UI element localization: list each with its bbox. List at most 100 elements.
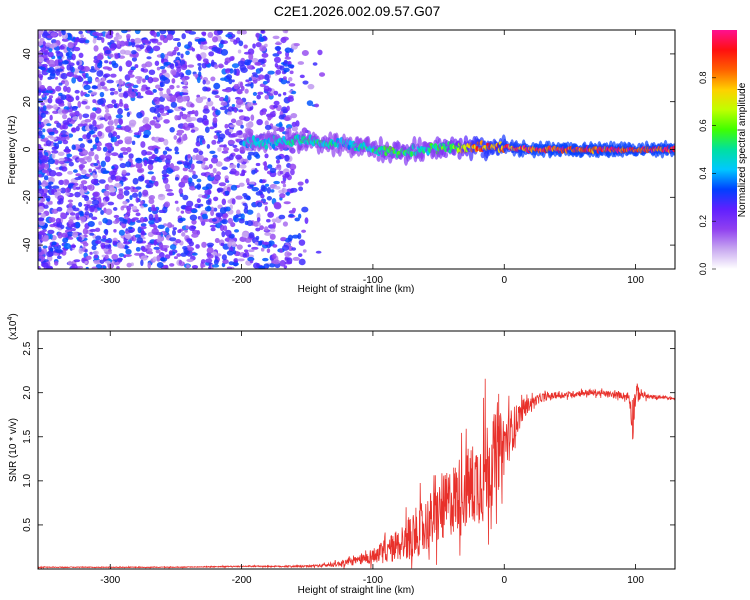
spectrogram-speckle xyxy=(148,219,155,225)
spectrogram-speckle xyxy=(148,69,156,76)
spectrogram-speckle xyxy=(213,82,221,90)
spectrogram-speckle xyxy=(236,130,243,136)
spectrogram-speckle xyxy=(92,107,97,112)
spectrogram-speckle xyxy=(228,261,235,266)
spectrogram-speckle xyxy=(167,222,173,229)
spectrogram-speckle xyxy=(114,175,122,182)
spectrogram-speckle xyxy=(158,107,165,114)
spectrogram-speckle xyxy=(49,114,53,121)
colorbar-tick-label: 0.6 xyxy=(698,119,708,132)
spectrogram-speckle xyxy=(61,166,68,172)
spectrogram-speckle xyxy=(135,162,143,169)
spectrogram-speckle xyxy=(269,228,276,233)
spectrogram-speckle xyxy=(60,212,65,216)
spectrogram-speckle xyxy=(79,189,86,196)
snr-panel: -300 -200 -100 0 100 0.5 1.0 1.5 2.0 2.5 Height … xyxy=(7,313,676,596)
spectrogram-speckle xyxy=(210,157,219,164)
spectrogram-speckle xyxy=(218,182,227,187)
spectrogram-speckle xyxy=(207,97,211,102)
spectrogram-speckle xyxy=(92,31,100,36)
spectrogram-speckle xyxy=(152,207,158,212)
spectrogram-speckle xyxy=(123,125,132,132)
spectrogram-speckle xyxy=(264,205,268,212)
spectrogram-speckle xyxy=(118,85,122,90)
spectrogram-speckle xyxy=(246,220,254,227)
spectrogram-speckle xyxy=(71,244,76,249)
spectrogram-speckle xyxy=(247,48,255,56)
spectrogram-speckle xyxy=(182,167,188,172)
spectrogram-y-tick-label: 0 xyxy=(22,146,33,152)
spectrogram-speckle xyxy=(170,69,177,76)
spectrogram-speckle xyxy=(47,97,53,104)
spectrogram-speckle xyxy=(287,234,293,241)
spectrogram-speckle xyxy=(97,98,104,106)
spectrogram-speckle xyxy=(92,134,98,138)
spectrogram-speckle xyxy=(156,41,163,46)
spectrogram-speckle xyxy=(166,192,175,197)
spectrogram-speckle xyxy=(181,92,189,96)
spectrogram-speckle xyxy=(82,242,89,247)
spectrogram-speckle xyxy=(191,208,198,214)
spectrogram-speckle xyxy=(244,220,249,226)
spectrogram-speckle xyxy=(77,65,85,71)
spectrogram-speckle xyxy=(175,239,182,244)
spectrogram-speckle xyxy=(235,119,243,126)
spectrogram-speckle xyxy=(168,250,173,256)
spectrogram-speckle xyxy=(186,200,194,208)
spectrogram-speckle xyxy=(196,55,202,61)
spectrogram-speckle xyxy=(196,178,202,183)
spectrogram-speckle xyxy=(82,258,87,262)
spectrogram-speckle xyxy=(247,102,254,107)
spectrogram-speckle xyxy=(113,214,120,219)
spectrogram-speckle xyxy=(276,159,280,164)
spectrogram-speckle xyxy=(164,254,171,260)
spectrogram-speckle xyxy=(210,227,216,232)
spectrogram-speckle xyxy=(71,53,76,61)
spectrogram-speckle xyxy=(176,206,180,212)
spectrogram-speckle xyxy=(40,112,46,118)
spectrogram-speckle xyxy=(75,186,81,190)
spectrogram-speckle xyxy=(88,212,94,218)
spectrogram-speckle xyxy=(202,108,210,114)
spectrogram-speckle xyxy=(108,119,114,125)
spectrogram-speckle xyxy=(117,139,124,145)
spectrogram-speckle xyxy=(42,44,46,51)
spectrogram-speckle xyxy=(220,48,229,56)
spectrogram-speckle xyxy=(108,53,114,58)
spectrogram-speckle xyxy=(65,192,70,196)
spectrogram-y-tick-label: 20 xyxy=(22,96,33,108)
spectrogram-speckle xyxy=(98,202,105,207)
spectrogram-speckle xyxy=(213,122,218,129)
spectrogram-speckle xyxy=(194,110,199,117)
spectrogram-speckle xyxy=(86,132,91,140)
spectrogram-speckle xyxy=(174,176,179,181)
spectrogram-speckle xyxy=(147,159,155,165)
spectrogram-speckle xyxy=(192,154,197,161)
spectrogram-speckle xyxy=(61,30,66,36)
spectrogram-speckle xyxy=(112,131,118,137)
spectrogram-speckle xyxy=(198,150,204,156)
spectrogram-speckle xyxy=(113,90,119,95)
spectrogram-speckle xyxy=(273,104,278,109)
svg-text:(x104): (x104) xyxy=(7,313,19,340)
spectrogram-speckle xyxy=(213,135,219,140)
spectrogram-speckle xyxy=(258,37,265,43)
spectrogram-speckle xyxy=(154,60,160,66)
spectrogram-speckle xyxy=(62,113,68,120)
spectrogram-speckle xyxy=(255,153,261,159)
spectrogram-speckle xyxy=(261,111,267,115)
spectrogram-speckle xyxy=(146,182,154,188)
spectrogram-signal-core xyxy=(672,145,675,153)
spectrogram-speckle xyxy=(227,241,232,248)
spectrogram-speckle xyxy=(127,226,133,230)
spectrogram-speckle xyxy=(118,65,123,72)
spectrogram-speckle xyxy=(243,158,249,162)
spectrogram-speckle xyxy=(45,140,52,147)
spectrogram-speckle xyxy=(142,189,149,196)
spectrogram-speckle xyxy=(180,252,188,257)
spectrogram-speckle xyxy=(142,124,151,128)
spectrogram-speckle xyxy=(267,87,272,92)
spectrogram-speckle xyxy=(118,79,122,86)
spectrogram-speckle xyxy=(238,182,245,187)
